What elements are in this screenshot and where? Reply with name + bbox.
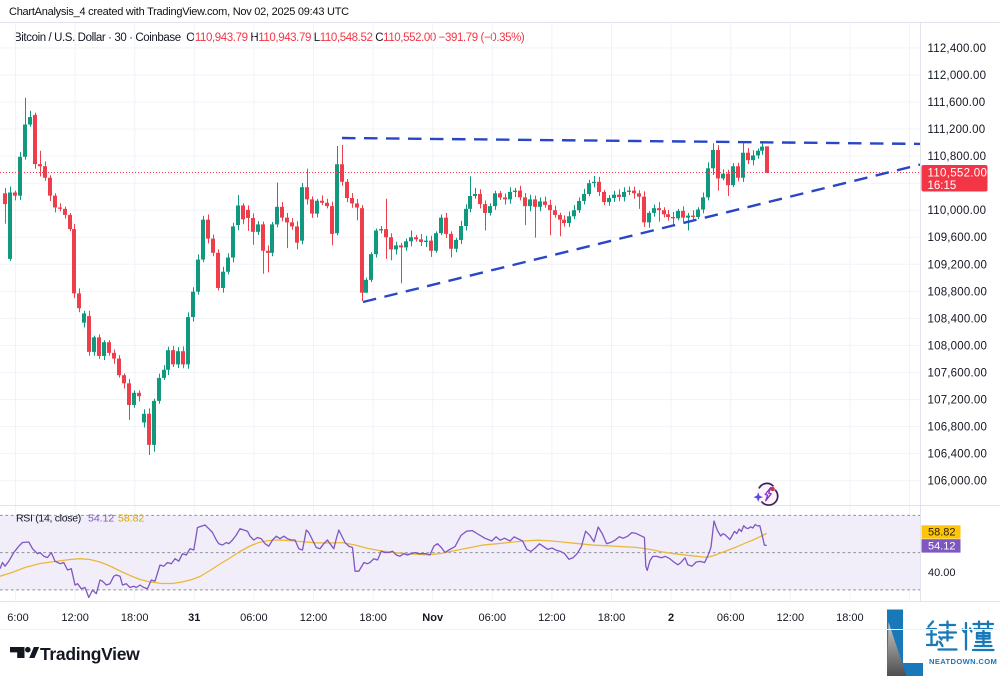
svg-text:106,000.00: 106,000.00 [928, 476, 988, 488]
svg-text:54.12: 54.12 [88, 513, 114, 525]
svg-text:106,400.00: 106,400.00 [928, 449, 988, 461]
svg-text:110,800.00: 110,800.00 [928, 151, 987, 163]
svg-text:108,800.00: 108,800.00 [928, 286, 988, 298]
svg-text:111,200.00: 111,200.00 [928, 124, 986, 136]
svg-text:109,600.00: 109,600.00 [928, 232, 988, 244]
svg-text:NEATDOWN.COM: NEATDOWN.COM [929, 657, 997, 666]
svg-text:40.00: 40.00 [928, 567, 956, 579]
svg-text:54.12: 54.12 [928, 541, 956, 553]
svg-text:110,552.00: 110,552.00 [928, 168, 988, 180]
svg-text:2: 2 [668, 612, 674, 624]
svg-text:18:00: 18:00 [598, 612, 626, 624]
svg-text:Nov: Nov [422, 612, 444, 624]
svg-text:58.82: 58.82 [118, 513, 144, 525]
svg-text:12:00: 12:00 [300, 612, 328, 624]
svg-text:108,400.00: 108,400.00 [928, 313, 988, 325]
svg-text:12:00: 12:00 [777, 612, 805, 624]
svg-text:18:00: 18:00 [121, 612, 149, 624]
svg-text:109,200.00: 109,200.00 [928, 259, 988, 271]
svg-text:06:00: 06:00 [717, 612, 745, 624]
svg-text:112,000.00: 112,000.00 [928, 70, 987, 82]
svg-text:107,600.00: 107,600.00 [928, 368, 988, 380]
svg-text:06:00: 06:00 [240, 612, 268, 624]
svg-text:06:00: 06:00 [479, 612, 507, 624]
svg-text:RSI (14, close): RSI (14, close) [16, 513, 81, 525]
svg-text:TradingView: TradingView [40, 644, 140, 664]
svg-text:6:00: 6:00 [7, 612, 28, 624]
svg-text:108,000.00: 108,000.00 [928, 340, 988, 352]
svg-text:31: 31 [188, 612, 200, 624]
svg-text:110,000.00: 110,000.00 [928, 205, 987, 217]
svg-text:18:00: 18:00 [359, 612, 387, 624]
svg-text:16:15: 16:15 [928, 180, 957, 192]
svg-text:111,600.00: 111,600.00 [928, 97, 986, 109]
svg-text:58.82: 58.82 [928, 527, 956, 539]
svg-text:112,400.00: 112,400.00 [928, 43, 987, 55]
svg-text:12:00: 12:00 [61, 612, 89, 624]
svg-text:106,800.00: 106,800.00 [928, 422, 988, 434]
svg-text:107,200.00: 107,200.00 [928, 395, 988, 407]
svg-text:12:00: 12:00 [538, 612, 566, 624]
svg-text:18:00: 18:00 [836, 612, 864, 624]
